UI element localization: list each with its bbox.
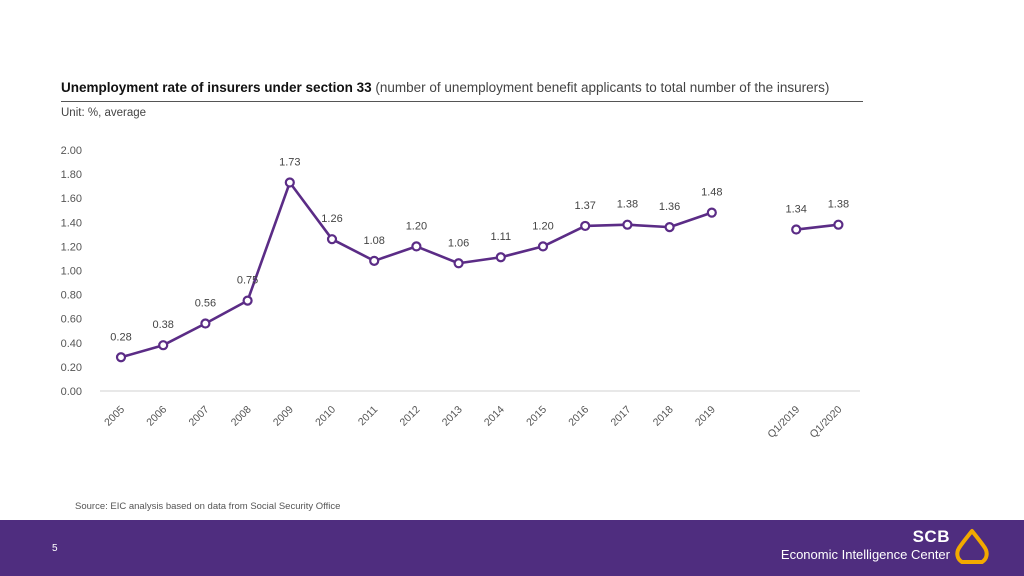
series-line bbox=[796, 223, 839, 231]
data-label: 1.48 bbox=[701, 187, 722, 199]
x-tick-label: 2014 bbox=[482, 404, 507, 429]
data-point bbox=[706, 207, 717, 218]
data-point bbox=[537, 241, 549, 252]
data-point bbox=[791, 224, 802, 235]
x-tick-label: 2006 bbox=[144, 404, 169, 429]
data-point bbox=[495, 252, 506, 263]
scb-logo-icon bbox=[955, 529, 989, 564]
data-label: 1.26 bbox=[321, 213, 342, 225]
data-point bbox=[580, 220, 591, 232]
y-tick-label: 1.80 bbox=[61, 169, 82, 181]
data-point bbox=[326, 234, 338, 245]
data-point bbox=[369, 255, 380, 266]
x-tick-label: 2016 bbox=[566, 404, 591, 429]
x-tick-label: 2012 bbox=[398, 404, 423, 429]
line-chart: 0.00 0.20 0.40 0.60 0.80 1.00 1.20 1.40 1.60 1.80… bbox=[61, 145, 860, 441]
data-point bbox=[453, 258, 464, 269]
data-point bbox=[622, 219, 633, 230]
data-label: 1.08 bbox=[363, 235, 384, 247]
data-point bbox=[411, 241, 422, 252]
x-tick-label: Q1/2020 bbox=[808, 404, 845, 441]
data-label: 1.20 bbox=[532, 220, 553, 232]
data-label: 1.38 bbox=[617, 199, 638, 211]
y-tick-label: 0.60 bbox=[61, 314, 82, 326]
x-tick-label: 2008 bbox=[229, 404, 254, 429]
data-label: 1.36 bbox=[659, 201, 680, 213]
y-tick-label: 1.60 bbox=[61, 193, 82, 205]
x-tick-label: 2009 bbox=[271, 404, 296, 429]
data-label: 1.20 bbox=[406, 220, 427, 232]
data-label: 1.06 bbox=[448, 237, 469, 249]
data-label: 1.73 bbox=[279, 157, 300, 169]
y-tick-label: 2.00 bbox=[61, 145, 82, 157]
source-note: Source: EIC analysis based on data from … bbox=[75, 501, 341, 512]
data-label: 0.56 bbox=[195, 298, 216, 310]
y-tick-label: 1.00 bbox=[61, 266, 82, 278]
x-tick-label: Q1/2019 bbox=[765, 404, 802, 441]
chart-title: Unemployment rate of insurers under sect… bbox=[61, 80, 901, 95]
y-tick-label: 0.40 bbox=[61, 338, 82, 350]
page-number: 5 bbox=[52, 543, 58, 554]
data-point bbox=[200, 318, 211, 329]
data-point bbox=[284, 177, 295, 188]
x-tick-label: 2007 bbox=[187, 404, 212, 429]
chart-title-subtitle: (number of unemployment benefit applican… bbox=[375, 80, 830, 95]
data-label: 1.11 bbox=[491, 231, 512, 243]
title-underline bbox=[61, 101, 863, 102]
data-label: 0.38 bbox=[152, 319, 173, 331]
data-label: 1.38 bbox=[828, 199, 849, 211]
x-tick-label: 2018 bbox=[651, 404, 676, 429]
brand-text: SCB Economic Intelligence Center bbox=[781, 527, 950, 563]
data-point bbox=[833, 219, 844, 230]
chart-title-main: Unemployment rate of insurers under sect… bbox=[61, 80, 372, 95]
y-tick-label: 0.80 bbox=[61, 290, 82, 302]
x-tick-label: 2019 bbox=[693, 404, 718, 429]
y-tick-label: 1.20 bbox=[61, 241, 82, 253]
brand-full-name: Economic Intelligence Center bbox=[780, 547, 950, 562]
footer-bar bbox=[0, 520, 1024, 576]
x-tick-label: 2017 bbox=[609, 404, 634, 429]
unit-label: Unit: %, average bbox=[61, 107, 147, 119]
data-point bbox=[242, 295, 253, 306]
x-tick-label: 2013 bbox=[440, 404, 465, 429]
y-tick-label: 1.40 bbox=[61, 217, 82, 229]
data-label: 0.28 bbox=[110, 331, 131, 343]
data-label: 0.75 bbox=[237, 275, 258, 287]
x-tick-label: 2010 bbox=[313, 404, 338, 429]
data-label: 1.37 bbox=[574, 200, 595, 212]
x-tick-label: 2015 bbox=[524, 404, 549, 429]
x-tick-label: 2011 bbox=[356, 404, 381, 429]
y-tick-label: 0.00 bbox=[61, 386, 82, 398]
data-point bbox=[115, 352, 127, 363]
data-point bbox=[158, 340, 169, 351]
brand-abbr: SCB bbox=[912, 527, 950, 546]
data-label: 1.34 bbox=[785, 204, 806, 216]
x-tick-label: 2005 bbox=[102, 404, 127, 429]
y-tick-label: 0.20 bbox=[61, 362, 82, 374]
data-point bbox=[664, 222, 675, 233]
